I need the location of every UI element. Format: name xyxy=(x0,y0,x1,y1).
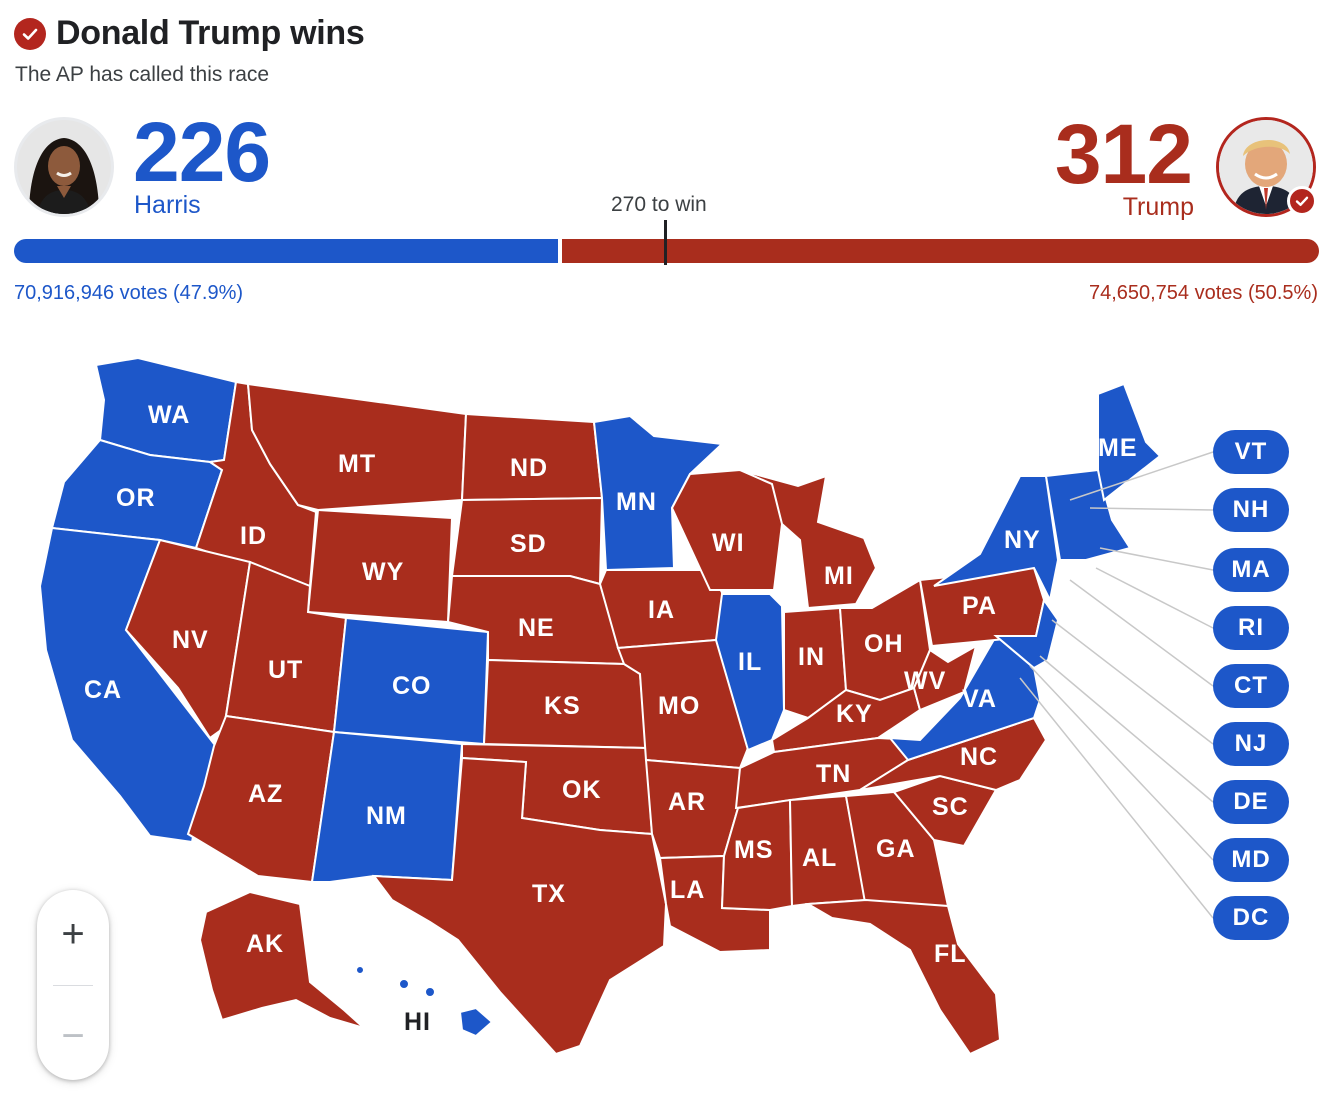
zoom-control: + − xyxy=(37,890,109,1080)
label-SD: SD xyxy=(510,530,547,558)
label-WV: WV xyxy=(904,667,946,695)
label-AZ: AZ xyxy=(248,780,283,808)
label-ND: ND xyxy=(510,454,548,482)
label-GA: GA xyxy=(876,835,916,863)
label-UT: UT xyxy=(268,656,303,684)
state-HI-islands-3[interactable] xyxy=(355,965,365,975)
label-MI: MI xyxy=(824,562,854,590)
label-OH: OH xyxy=(864,630,904,658)
zoom-out-button[interactable]: − xyxy=(61,1013,85,1058)
leader-lines xyxy=(1019,451,1214,919)
label-KY: KY xyxy=(836,700,873,728)
state-HI-islands[interactable] xyxy=(398,978,410,990)
us-map: WA OR CA ID NV MT WY UT AZ CO NM ND SD N… xyxy=(38,356,1214,1056)
harris-electoral-votes: 226 xyxy=(133,105,271,199)
label-WA: WA xyxy=(148,401,190,429)
state-SC[interactable] xyxy=(892,774,998,848)
label-KS: KS xyxy=(544,692,581,720)
label-SC: SC xyxy=(932,793,969,821)
state-FL[interactable] xyxy=(804,898,1002,1056)
headline: Donald Trump wins xyxy=(14,14,365,53)
label-LA: LA xyxy=(670,876,705,904)
label-OK: OK xyxy=(562,776,602,804)
winner-headline: Donald Trump wins xyxy=(56,14,365,52)
label-OR: OR xyxy=(116,484,156,512)
state-labels: WA OR CA ID NV MT WY UT AZ CO NM ND SD N… xyxy=(84,401,1138,1036)
label-AL: AL xyxy=(802,844,837,872)
state-GA[interactable] xyxy=(844,790,950,910)
label-VA: VA xyxy=(962,685,997,713)
label-IL: IL xyxy=(738,648,762,676)
pill-DE[interactable]: DE xyxy=(1213,780,1289,824)
state-HI-islands-2[interactable] xyxy=(424,986,436,998)
label-FL: FL xyxy=(934,940,967,968)
label-IA: IA xyxy=(648,596,675,624)
harris-ev-bar xyxy=(14,239,558,263)
label-AK: AK xyxy=(246,930,284,958)
state-MI[interactable] xyxy=(739,469,878,610)
trump-portrait xyxy=(1216,117,1317,217)
pill-RI[interactable]: RI xyxy=(1213,606,1289,650)
state-WV[interactable] xyxy=(912,643,978,712)
label-CO: CO xyxy=(392,672,432,700)
pill-MD[interactable]: MD xyxy=(1213,838,1289,882)
trump-ev-bar xyxy=(562,239,1319,263)
state-TX[interactable] xyxy=(371,756,668,1056)
label-NC: NC xyxy=(960,743,998,771)
label-ME: ME xyxy=(1098,434,1138,462)
pill-CT[interactable]: CT xyxy=(1213,664,1289,708)
label-WI: WI xyxy=(712,529,745,557)
pill-MA[interactable]: MA xyxy=(1213,548,1289,592)
label-ID: ID xyxy=(240,522,267,550)
trump-electoral-votes: 312 xyxy=(1054,107,1193,201)
state-ME[interactable] xyxy=(1097,382,1162,502)
pill-NH[interactable]: NH xyxy=(1213,488,1289,532)
label-WY: WY xyxy=(362,558,404,586)
threshold-label: 270 to win xyxy=(611,193,707,216)
label-HI: HI xyxy=(404,1008,431,1036)
label-MS: MS xyxy=(734,836,774,864)
label-TX: TX xyxy=(532,880,566,908)
state-MD-DE-NJ[interactable] xyxy=(993,597,1060,670)
harris-name: Harris xyxy=(134,191,201,219)
zoom-divider xyxy=(53,985,93,986)
label-IN: IN xyxy=(798,643,825,671)
pill-DC[interactable]: DC xyxy=(1213,896,1289,940)
label-NY: NY xyxy=(1004,526,1041,554)
state-HI[interactable] xyxy=(458,1006,494,1038)
label-MT: MT xyxy=(338,450,376,478)
check-circle-icon xyxy=(14,17,46,50)
check-badge-icon xyxy=(1287,186,1317,216)
pill-NJ[interactable]: NJ xyxy=(1213,722,1289,766)
harris-portrait xyxy=(14,117,114,217)
pill-VT[interactable]: VT xyxy=(1213,430,1289,474)
trump-name: Trump xyxy=(1122,193,1194,221)
label-AR: AR xyxy=(668,788,706,816)
label-NE: NE xyxy=(518,614,555,642)
label-NM: NM xyxy=(366,802,407,830)
zoom-in-button[interactable]: + xyxy=(61,911,85,956)
label-CA: CA xyxy=(84,676,122,704)
trump-popular-votes: 74,650,754 votes (50.5%) xyxy=(1088,282,1318,304)
label-MO: MO xyxy=(658,692,700,720)
state-AK[interactable] xyxy=(198,890,365,1029)
label-TN: TN xyxy=(816,760,851,788)
label-MN: MN xyxy=(616,488,657,516)
label-PA: PA xyxy=(962,592,997,620)
call-status: The AP has called this race xyxy=(15,63,270,86)
threshold-marker xyxy=(664,220,667,265)
state-IL[interactable] xyxy=(714,593,786,752)
label-NV: NV xyxy=(172,626,209,654)
harris-popular-votes: 70,916,946 votes (47.9%) xyxy=(14,282,244,304)
